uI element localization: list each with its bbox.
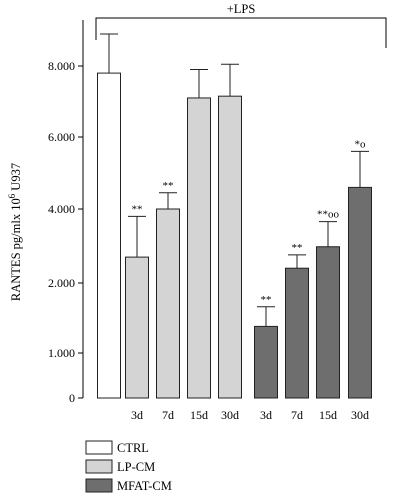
legend-swatch bbox=[85, 459, 113, 474]
x-tick-label: 30d bbox=[351, 408, 369, 422]
legend-item-0: CTRL bbox=[85, 440, 149, 455]
legend-swatch bbox=[85, 478, 113, 493]
x-tick-label: 30d bbox=[221, 408, 239, 422]
bar bbox=[316, 246, 340, 399]
bar-3 bbox=[187, 69, 211, 399]
bar-7: **oo bbox=[316, 209, 340, 399]
bar bbox=[187, 97, 211, 399]
lps-bracket-label: +LPS bbox=[227, 2, 256, 16]
legend-swatch bbox=[85, 440, 113, 455]
x-tick-label: 3d bbox=[131, 408, 143, 422]
bar-4 bbox=[218, 63, 242, 399]
bar bbox=[125, 256, 149, 399]
x-tick-labels: 3d 7d 15d 30d 3d 7d 15d 30d bbox=[131, 408, 369, 422]
significance-label: *o bbox=[355, 138, 367, 150]
bar bbox=[218, 95, 242, 399]
bar-5: ** bbox=[254, 294, 278, 399]
bar-2: ** bbox=[156, 180, 180, 399]
legend-label: CTRL bbox=[117, 441, 149, 455]
legend-label: MFAT-CM bbox=[117, 479, 172, 493]
bar-8: *o bbox=[348, 138, 372, 399]
x-tick-label: 7d bbox=[291, 408, 303, 422]
lps-bracket-line bbox=[95, 17, 387, 48]
y-tick-label: 6.000 bbox=[48, 130, 75, 144]
significance-label: ** bbox=[292, 242, 303, 254]
significance-label: ** bbox=[163, 180, 174, 192]
y-axis: 0 1.000 2.000 4.000 6.000 8.000 RANTES pg/mlx … bbox=[7, 20, 84, 405]
lps-bracket: +LPS bbox=[95, 2, 387, 48]
y-tick-label: 8.000 bbox=[48, 59, 75, 73]
x-tick-label: 15d bbox=[190, 408, 208, 422]
legend: CTRL LP-CM MFAT-CM bbox=[85, 440, 172, 493]
bar bbox=[156, 208, 180, 399]
bar bbox=[285, 267, 309, 399]
y-tick-label: 4.000 bbox=[48, 202, 75, 216]
bar-0 bbox=[97, 33, 121, 399]
x-tick-label: 7d bbox=[162, 408, 174, 422]
x-tick-label: 3d bbox=[260, 408, 272, 422]
y-axis-title: RANTES pg/mlx 106 U937 bbox=[7, 163, 23, 301]
x-tick-label: 15d bbox=[319, 408, 337, 422]
legend-item-1: LP-CM bbox=[85, 459, 155, 474]
significance-label: **oo bbox=[317, 209, 340, 221]
y-tick-label: 1.000 bbox=[48, 346, 75, 360]
y-tick-label: 2.000 bbox=[48, 276, 75, 290]
y-tick-label: 0 bbox=[69, 391, 75, 405]
legend-item-2: MFAT-CM bbox=[85, 478, 172, 493]
bar-1: ** bbox=[125, 203, 149, 399]
significance-label: ** bbox=[261, 294, 272, 306]
significance-label: ** bbox=[132, 203, 143, 215]
bar-6: ** bbox=[285, 242, 309, 399]
bar bbox=[254, 325, 278, 399]
bar bbox=[348, 186, 372, 399]
bars-layer: ** ** ** ** **oo *o bbox=[97, 33, 372, 399]
bar bbox=[97, 72, 121, 399]
legend-label: LP-CM bbox=[117, 460, 155, 474]
